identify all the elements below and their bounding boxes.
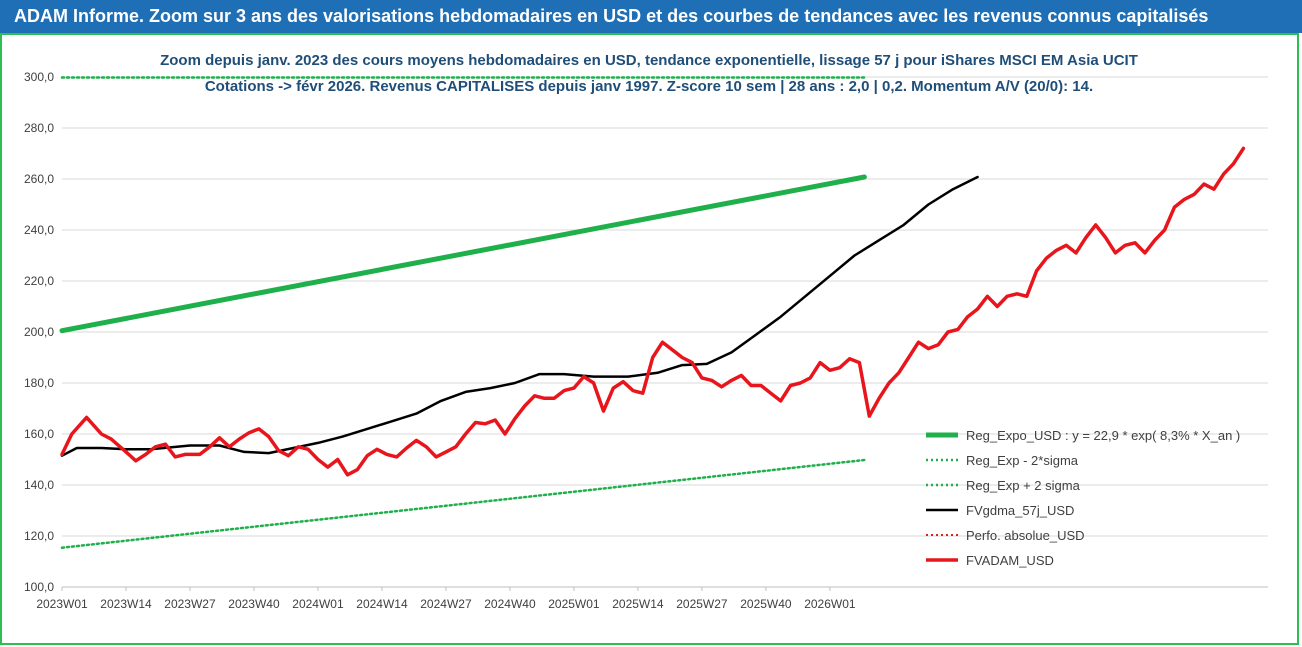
series-line-1 [60,458,866,549]
y-tick-label: 280,0 [24,121,54,135]
y-tick-label: 260,0 [24,172,54,186]
x-tick-label: 2026W01 [804,597,856,611]
x-tick-label: 2023W27 [164,597,216,611]
legend: Reg_Expo_USD : y = 22,9 * exp( 8,3% * X_… [926,428,1240,568]
y-tick-label: 100,0 [24,580,54,594]
x-tick-label: 2025W01 [548,597,600,611]
x-tick-label: 2024W27 [420,597,472,611]
legend-label: Reg_Expo_USD : y = 22,9 * exp( 8,3% * X_… [966,428,1240,443]
y-tick-label: 300,0 [24,70,54,84]
series-line-0 [59,174,867,334]
legend-label: Reg_Exp + 2 sigma [966,478,1081,493]
axes: 300,0 280,0 260,0 240,0 220,0 200,0 180,0 160,0… [24,70,1268,611]
series [59,76,1246,549]
x-tick-label: 2023W40 [228,597,280,611]
legend-label: FVgdma_57j_USD [966,503,1074,518]
chart-title: Zoom depuis janv. 2023 des cours moyens … [160,52,1138,69]
series-line-5 [60,146,1246,477]
y-tick-label: 160,0 [24,427,54,441]
legend-label: Perfo. absolue_USD [966,528,1085,543]
x-tick-label: 2025W40 [740,597,792,611]
legend-label: Reg_Exp - 2*sigma [966,453,1079,468]
y-tick-label: 240,0 [24,223,54,237]
x-tick-label: 2025W27 [676,597,728,611]
y-tick-label: 180,0 [24,376,54,390]
x-tick-label: 2023W14 [100,597,152,611]
y-tick-label: 220,0 [24,274,54,288]
x-tick-label: 2023W01 [36,597,88,611]
x-tick-label: 2024W01 [292,597,344,611]
grid [62,76,1268,588]
x-tick-label: 2024W40 [484,597,536,611]
header-title: ADAM Informe. Zoom sur 3 ans des valoris… [0,0,1302,33]
x-tick-label: 2025W14 [612,597,664,611]
chart-svg: 300,0 280,0 260,0 240,0 220,0 200,0 180,0 160,0… [0,33,1299,645]
legend-label: FVADAM_USD [966,553,1054,568]
x-tick-label: 2024W14 [356,597,408,611]
chart-border [0,33,1299,645]
series-line-3 [60,175,979,457]
y-tick-label: 200,0 [24,325,54,339]
chart-subtitle: Cotations -> févr 2026. Revenus CAPITALI… [205,78,1093,95]
y-tick-label: 120,0 [24,529,54,543]
y-tick-label: 140,0 [24,478,54,492]
